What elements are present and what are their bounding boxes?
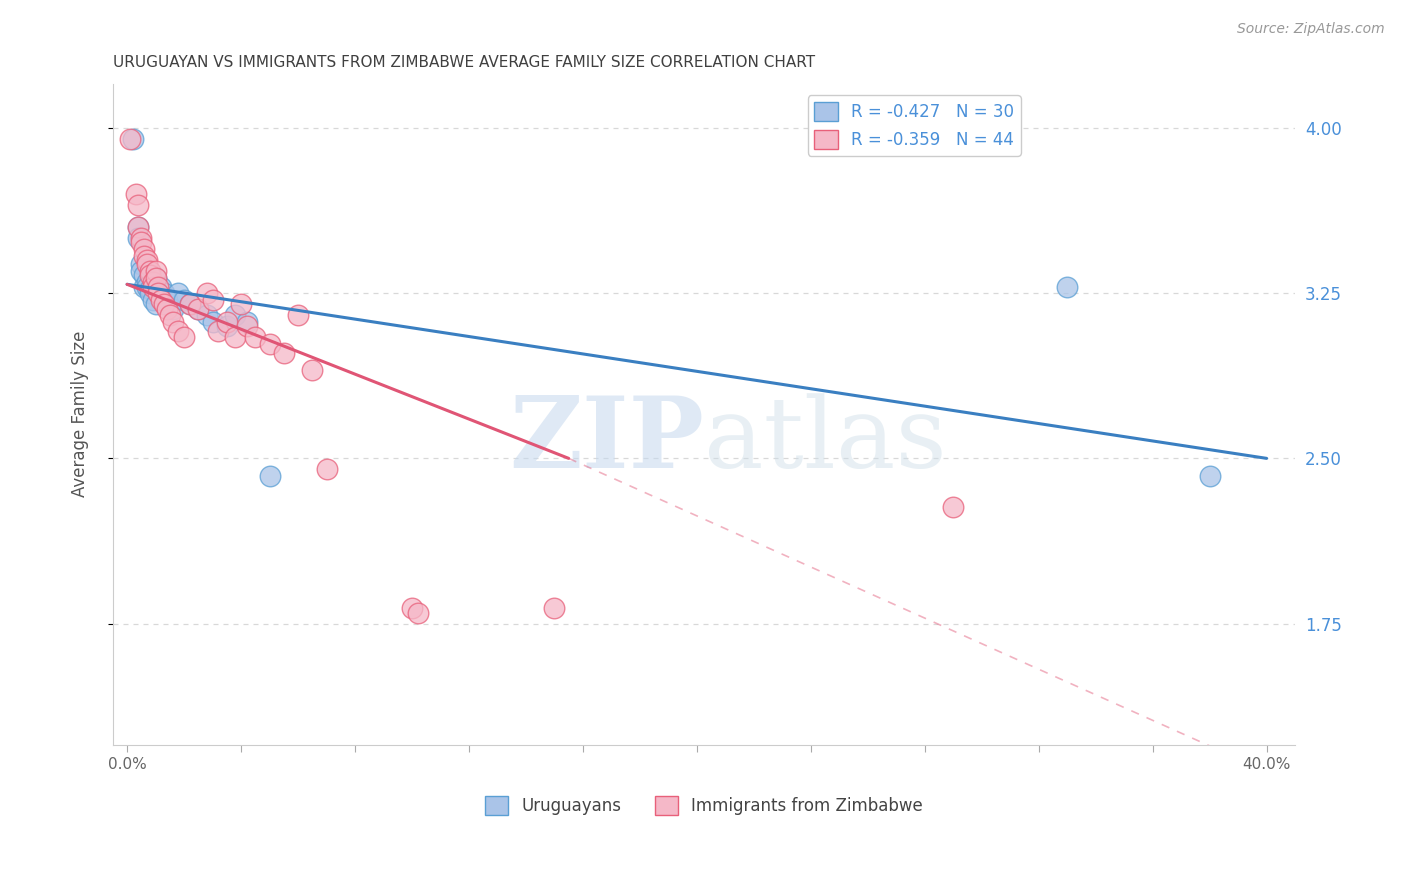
Point bbox=[201, 315, 224, 329]
Point bbox=[145, 264, 167, 278]
Point bbox=[134, 242, 156, 256]
Point bbox=[229, 297, 252, 311]
Point bbox=[142, 293, 165, 307]
Point bbox=[406, 606, 429, 620]
Point bbox=[148, 286, 170, 301]
Point bbox=[131, 231, 153, 245]
Point bbox=[131, 235, 153, 250]
Point bbox=[245, 330, 267, 344]
Point bbox=[131, 257, 153, 271]
Point bbox=[173, 293, 195, 307]
Point bbox=[136, 257, 159, 271]
Point bbox=[150, 279, 173, 293]
Point bbox=[235, 315, 257, 329]
Point bbox=[148, 279, 170, 293]
Point bbox=[224, 330, 246, 344]
Point bbox=[167, 286, 190, 301]
Legend: Uruguayans, Immigrants from Zimbabwe: Uruguayans, Immigrants from Zimbabwe bbox=[478, 789, 929, 822]
Point bbox=[127, 198, 149, 212]
Point bbox=[139, 286, 162, 301]
Point bbox=[179, 297, 201, 311]
Point bbox=[173, 330, 195, 344]
Point bbox=[134, 249, 156, 263]
Point bbox=[195, 308, 218, 322]
Point bbox=[1198, 469, 1220, 483]
Point bbox=[136, 279, 159, 293]
Point bbox=[207, 324, 229, 338]
Point bbox=[145, 297, 167, 311]
Point bbox=[131, 264, 153, 278]
Point bbox=[287, 308, 309, 322]
Point bbox=[153, 297, 176, 311]
Point bbox=[142, 279, 165, 293]
Point bbox=[145, 270, 167, 285]
Point bbox=[127, 220, 149, 235]
Point bbox=[187, 301, 209, 316]
Point bbox=[215, 315, 238, 329]
Point bbox=[273, 345, 295, 359]
Point bbox=[187, 301, 209, 316]
Point bbox=[150, 293, 173, 307]
Point bbox=[118, 132, 141, 146]
Point bbox=[145, 270, 167, 285]
Y-axis label: Average Family Size: Average Family Size bbox=[72, 331, 89, 498]
Text: atlas: atlas bbox=[704, 392, 946, 489]
Point bbox=[159, 308, 181, 322]
Point bbox=[259, 336, 281, 351]
Point bbox=[124, 186, 146, 201]
Point bbox=[543, 601, 565, 615]
Point bbox=[139, 268, 162, 283]
Point bbox=[142, 275, 165, 289]
Point bbox=[942, 500, 965, 514]
Point bbox=[401, 601, 423, 615]
Point bbox=[136, 275, 159, 289]
Point bbox=[215, 319, 238, 334]
Point bbox=[134, 279, 156, 293]
Point bbox=[162, 315, 184, 329]
Point bbox=[136, 253, 159, 268]
Point bbox=[301, 363, 323, 377]
Point bbox=[259, 469, 281, 483]
Point bbox=[139, 282, 162, 296]
Point bbox=[153, 286, 176, 301]
Point bbox=[167, 324, 190, 338]
Point bbox=[195, 286, 218, 301]
Point bbox=[179, 297, 201, 311]
Text: URUGUAYAN VS IMMIGRANTS FROM ZIMBABWE AVERAGE FAMILY SIZE CORRELATION CHART: URUGUAYAN VS IMMIGRANTS FROM ZIMBABWE AV… bbox=[112, 55, 815, 70]
Point bbox=[201, 293, 224, 307]
Point bbox=[156, 301, 179, 316]
Point bbox=[1056, 279, 1078, 293]
Point bbox=[134, 268, 156, 283]
Point bbox=[162, 301, 184, 316]
Text: ZIP: ZIP bbox=[509, 392, 704, 489]
Point bbox=[235, 319, 257, 334]
Point bbox=[139, 264, 162, 278]
Point bbox=[156, 293, 179, 307]
Point bbox=[127, 231, 149, 245]
Point bbox=[121, 132, 143, 146]
Text: Source: ZipAtlas.com: Source: ZipAtlas.com bbox=[1237, 22, 1385, 37]
Point bbox=[315, 462, 337, 476]
Point bbox=[127, 220, 149, 235]
Point bbox=[224, 308, 246, 322]
